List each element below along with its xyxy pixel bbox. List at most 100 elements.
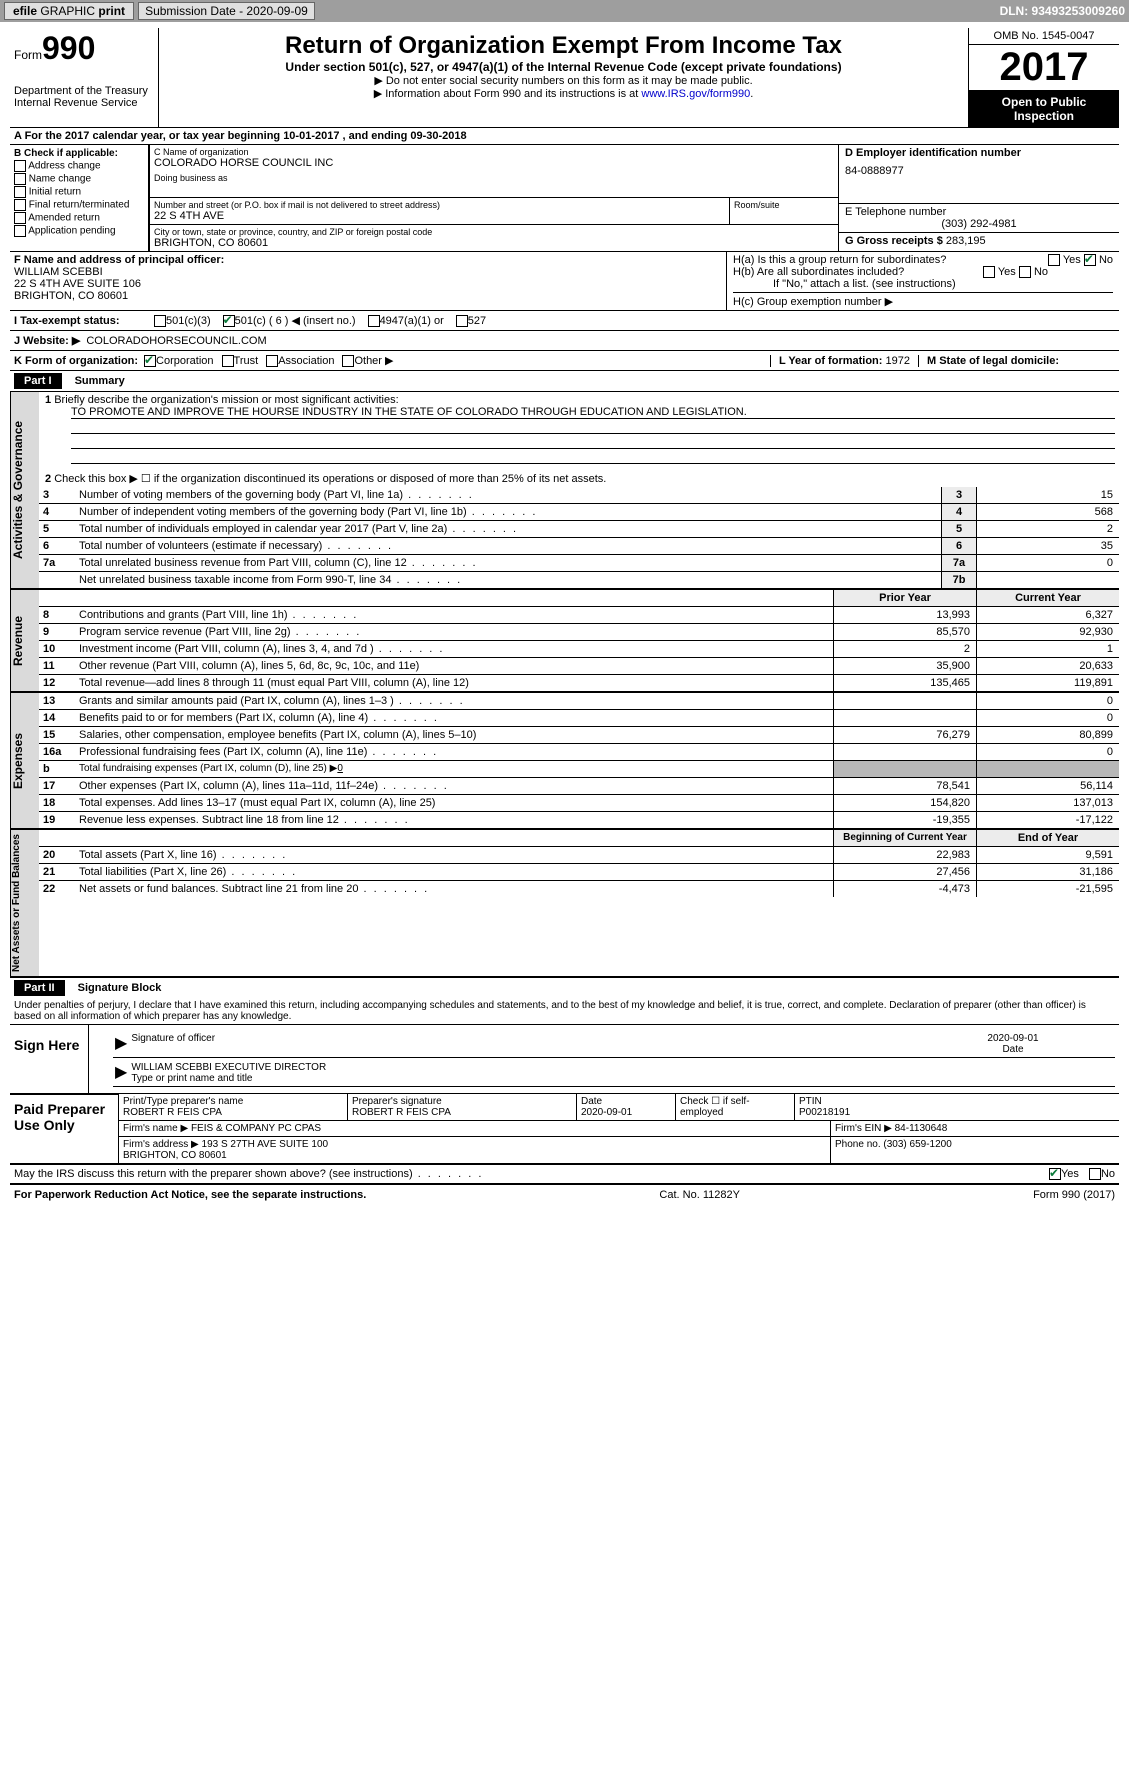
l1-text: Briefly describe the organization's miss… xyxy=(54,394,398,406)
part1-row: Part I Summary xyxy=(10,371,1119,392)
l18c: 137,013 xyxy=(976,795,1119,811)
self-emp: Check ☐ if self-employed xyxy=(676,1094,795,1120)
arrow-icon-2: ▶ xyxy=(115,1062,127,1084)
phone-val: (303) 292-4981 xyxy=(845,218,1113,230)
lbl-namechg: Name change xyxy=(29,174,91,185)
l16bv: 0 xyxy=(337,763,343,774)
l8c: 6,327 xyxy=(976,607,1119,623)
footer: For Paperwork Reduction Act Notice, see … xyxy=(10,1185,1119,1205)
tax-year: 2017 xyxy=(969,45,1119,91)
chk-amended[interactable]: Amended return xyxy=(14,212,144,224)
city: BRIGHTON, CO 80601 xyxy=(154,237,834,249)
lbl-assoc: Association xyxy=(278,355,334,367)
netassets-block: Net Assets or Fund Balances Beginning of… xyxy=(10,830,1119,978)
l16ap xyxy=(833,744,976,760)
signer-name: WILLIAM SCEBBI EXECUTIVE DIRECTOR xyxy=(131,1062,326,1073)
lbl-amended: Amended return xyxy=(28,213,100,224)
chk-corp[interactable] xyxy=(144,355,156,367)
open-inspection: Open to Public Inspection xyxy=(969,91,1119,127)
hb-lbl: H(b) Are all subordinates included? xyxy=(733,266,904,278)
sign-date: 2020-09-01 xyxy=(987,1033,1038,1044)
hb-yes: Yes xyxy=(998,266,1016,278)
column-b: B Check if applicable: Address change Na… xyxy=(10,145,149,251)
lbl-527: 527 xyxy=(468,315,486,327)
col-current: Current Year xyxy=(976,590,1119,606)
column-c: C Name of organization COLORADO HORSE CO… xyxy=(149,145,838,251)
col-eoy: End of Year xyxy=(976,830,1119,846)
l7a: Total unrelated business revenue from Pa… xyxy=(75,555,941,571)
m-lbl: M State of legal domicile: xyxy=(927,355,1059,367)
lbl-501c: 501(c) ( 6 ) ◀ (insert no.) xyxy=(235,314,356,327)
chk-address[interactable]: Address change xyxy=(14,160,144,172)
l7bv xyxy=(976,572,1119,588)
prep-name: ROBERT R FEIS CPA xyxy=(123,1107,343,1118)
l7av: 0 xyxy=(976,555,1119,571)
l12: Total revenue—add lines 8 through 11 (mu… xyxy=(75,675,833,691)
ha-no-chk[interactable] xyxy=(1084,254,1096,266)
l14c: 0 xyxy=(976,710,1119,726)
l1-val: TO PROMOTE AND IMPROVE THE HOURSE INDUST… xyxy=(71,406,1115,419)
sign-block: Sign Here ▶Signature of officer2020-09-0… xyxy=(10,1025,1119,1094)
dba-lbl: Doing business as xyxy=(154,173,834,183)
note2-text: ▶ Information about Form 990 and its ins… xyxy=(374,88,642,100)
submission-date: Submission Date - 2020-09-09 xyxy=(138,2,315,20)
form-container: Form990 Department of the Treasury Inter… xyxy=(0,22,1129,1211)
tab-governance: Activities & Governance xyxy=(10,392,39,588)
i-lbl: I Tax-exempt status: xyxy=(14,315,154,327)
ein-lbl2: Firm's EIN ▶ xyxy=(835,1123,892,1134)
firm-ein: 84-1130648 xyxy=(895,1123,948,1134)
part1-title: Summary xyxy=(75,375,125,387)
l6v: 35 xyxy=(976,538,1119,554)
f-addr2: BRIGHTON, CO 80601 xyxy=(14,290,722,302)
discuss-no: No xyxy=(1101,1168,1115,1180)
part2-title: Signature Block xyxy=(78,982,162,994)
l16ac: 0 xyxy=(976,744,1119,760)
arrow-icon: ▶ xyxy=(115,1033,127,1055)
l17: Other expenses (Part IX, column (A), lin… xyxy=(75,778,833,794)
discuss-no-chk[interactable] xyxy=(1089,1168,1101,1180)
irs-link[interactable]: www.IRS.gov/form990 xyxy=(641,88,750,100)
note-link: ▶ Information about Form 990 and its ins… xyxy=(163,87,964,100)
chk-501c[interactable] xyxy=(223,315,235,327)
firm-name: FEIS & COMPANY PC CPAS xyxy=(191,1123,321,1134)
firm-lbl: Firm's name ▶ xyxy=(123,1123,188,1134)
dept-treasury: Department of the Treasury Internal Reve… xyxy=(14,85,154,109)
efile-btn[interactable]: efile GRAPHIC print xyxy=(4,2,134,20)
hb-no: No xyxy=(1034,266,1048,278)
l5: Total number of individuals employed in … xyxy=(75,521,941,537)
chk-final[interactable]: Final return/terminated xyxy=(14,199,144,211)
chk-pending[interactable]: Application pending xyxy=(14,225,144,237)
lbl-pending: Application pending xyxy=(28,226,115,237)
l4v: 568 xyxy=(976,504,1119,520)
l21c: 31,186 xyxy=(976,864,1119,880)
chk-527[interactable] xyxy=(456,315,468,327)
row-klm: K Form of organization: Corporation Trus… xyxy=(10,351,1119,371)
print-text[interactable]: print xyxy=(98,4,125,18)
lbl-other: Other ▶ xyxy=(354,354,393,367)
expenses-block: Expenses 13Grants and similar amounts pa… xyxy=(10,693,1119,830)
perjury-text: Under penalties of perjury, I declare th… xyxy=(10,998,1119,1025)
lbl-initial: Initial return xyxy=(29,187,81,198)
discuss-yes-chk[interactable] xyxy=(1049,1168,1061,1180)
sign-here: Sign Here xyxy=(10,1025,89,1093)
prep-sig: ROBERT R FEIS CPA xyxy=(352,1107,572,1118)
form-header: Form990 Department of the Treasury Inter… xyxy=(10,28,1119,128)
gross-val: 283,195 xyxy=(946,235,986,247)
l9: Program service revenue (Part VIII, line… xyxy=(75,624,833,640)
addr-lbl: Firm's address ▶ xyxy=(123,1139,199,1150)
prep-name-lbl: Print/Type preparer's name xyxy=(123,1096,343,1107)
chk-4947[interactable] xyxy=(368,315,380,327)
b-header: B Check if applicable: xyxy=(14,148,144,159)
k-lbl: K Form of organization: xyxy=(14,355,138,367)
l8: Contributions and grants (Part VIII, lin… xyxy=(75,607,833,623)
street-lbl: Number and street (or P.O. box if mail i… xyxy=(154,200,725,210)
l22p: -4,473 xyxy=(833,881,976,897)
activities-block: Activities & Governance 1 Briefly descri… xyxy=(10,392,1119,590)
footer-left: For Paperwork Reduction Act Notice, see … xyxy=(14,1189,366,1201)
l12c: 119,891 xyxy=(976,675,1119,691)
part1-hdr: Part I xyxy=(14,373,62,389)
chk-name[interactable]: Name change xyxy=(14,173,144,185)
tab-revenue: Revenue xyxy=(10,590,39,691)
chk-501c3[interactable] xyxy=(154,315,166,327)
chk-initial[interactable]: Initial return xyxy=(14,186,144,198)
